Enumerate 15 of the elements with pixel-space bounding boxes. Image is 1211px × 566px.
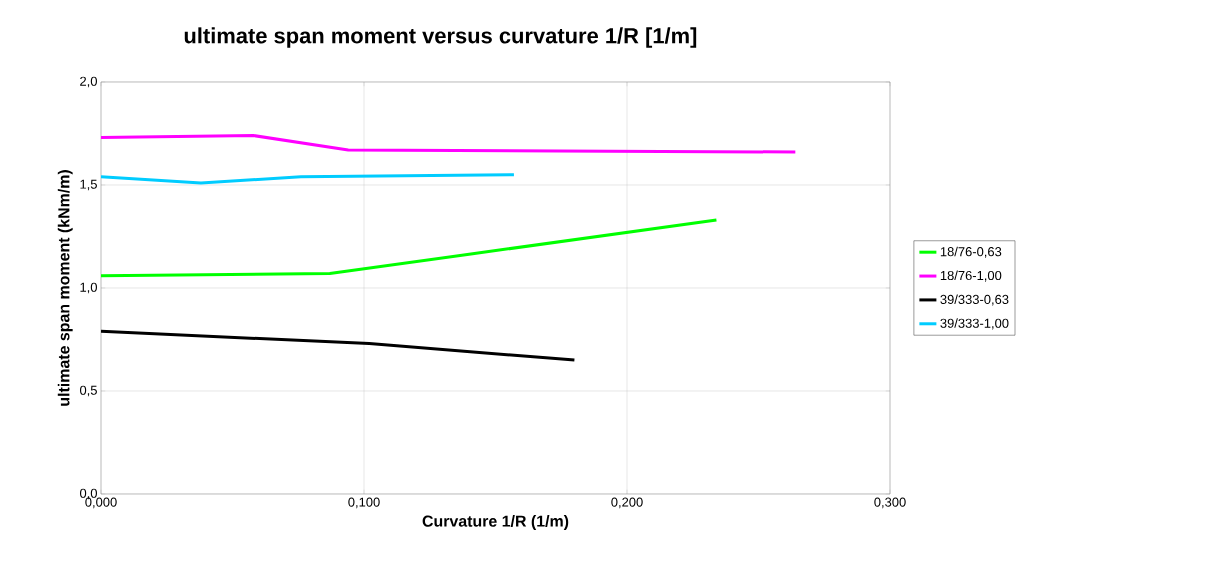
- y-tick-label: 0,5: [79, 385, 97, 397]
- line-series: [101, 134, 797, 154]
- y-tick-label: 1,0: [80, 282, 97, 294]
- legend-label: 39/333-1,00: [940, 318, 1009, 330]
- y-tick-label: 1,5: [80, 179, 97, 191]
- legend-label: 18/76-0,63: [940, 246, 1002, 258]
- y-axis-title: ultimate span moment (kNm/m): [57, 170, 73, 406]
- legend-label: 18/76-1,00: [940, 270, 1002, 282]
- x-tick-label: 0,100: [348, 497, 380, 509]
- legend-label: 39/333-0,63: [940, 294, 1009, 306]
- x-axis-title: Curvature 1/R (1/m): [422, 515, 569, 530]
- x-tick-label: 0,300: [874, 497, 906, 509]
- chart-title: ultimate span moment versus curvature 1/R [1/m]: [184, 27, 697, 48]
- y-tick-label: 2,0: [80, 76, 97, 88]
- x-tick-label: 0,200: [611, 497, 643, 509]
